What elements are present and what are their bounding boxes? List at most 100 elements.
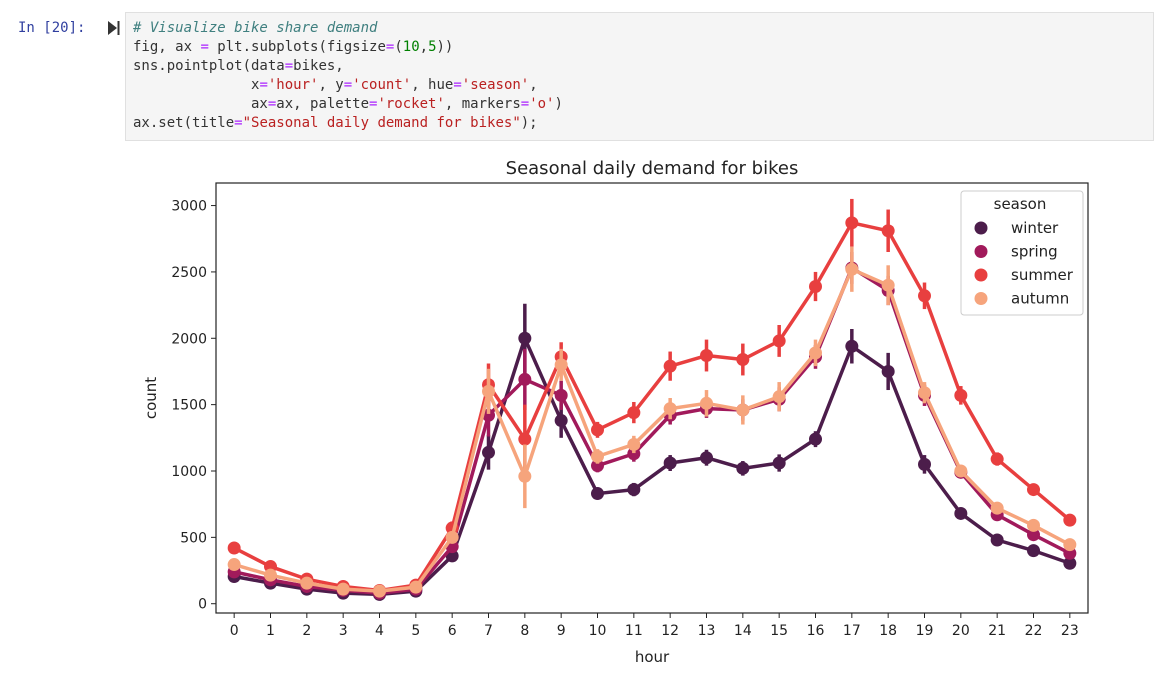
- data-point: [336, 582, 350, 596]
- data-point: [1027, 483, 1040, 497]
- code-token: ax, palette: [276, 96, 370, 112]
- data-point: [881, 278, 895, 292]
- code-token: sns.pointplot(data: [133, 58, 285, 74]
- data-point: [700, 396, 713, 410]
- code-token: ,: [529, 77, 538, 93]
- data-point: [1027, 544, 1040, 558]
- data-point: [845, 262, 859, 276]
- series-winter: [227, 303, 1077, 601]
- data-point: [591, 449, 604, 463]
- data-point: [227, 541, 241, 555]
- code-token: =: [267, 96, 277, 112]
- code-cell[interactable]: # Visualize bike share demand fig, ax = p…: [125, 12, 1154, 141]
- x-tick-label: 12: [661, 623, 679, 639]
- data-point: [700, 451, 713, 465]
- y-tick-label: 500: [180, 530, 207, 546]
- data-point: [627, 406, 641, 420]
- x-tick-label: 3: [339, 623, 348, 639]
- data-point: [990, 501, 1004, 515]
- legend-marker-winter: [974, 221, 988, 235]
- data-point: [627, 437, 641, 451]
- code-token: )): [436, 39, 454, 55]
- code-line: ax.set(title="Seasonal daily demand for …: [133, 114, 1153, 133]
- legend-marker-spring: [974, 245, 988, 258]
- data-point: [627, 447, 641, 461]
- code-token: 'rocket': [377, 96, 445, 112]
- series-summer: [227, 198, 1077, 597]
- data-point: [772, 334, 786, 348]
- data-point: [1063, 556, 1077, 570]
- data-point: [845, 216, 859, 230]
- data-point: [445, 530, 459, 544]
- legend-label: summer: [1011, 266, 1074, 284]
- legend-label: autumn: [1011, 290, 1069, 308]
- run-cell-icon[interactable]: [108, 20, 120, 36]
- x-tick-label: 18: [879, 623, 897, 639]
- x-tick-label: 0: [230, 623, 239, 639]
- data-point: [1027, 518, 1040, 532]
- code-token: bikes,: [293, 58, 344, 74]
- data-point: [990, 533, 1004, 547]
- data-point: [918, 457, 931, 471]
- y-tick-label: 2500: [171, 265, 207, 281]
- x-tick-label: 8: [520, 623, 529, 639]
- data-point: [881, 364, 895, 378]
- data-point: [954, 388, 968, 402]
- series-line-summer: [233, 221, 1071, 593]
- x-tick-label: 7: [484, 623, 493, 639]
- x-tick-label: 16: [807, 623, 825, 639]
- code-token: x: [133, 77, 260, 93]
- code-token: , markers: [444, 96, 521, 112]
- x-tick-label: 17: [843, 623, 861, 639]
- x-tick-label: 20: [952, 623, 970, 639]
- code-token: ): [554, 96, 563, 112]
- code-token: 'count': [352, 77, 412, 93]
- data-point: [409, 580, 423, 594]
- data-point: [554, 388, 568, 402]
- plot-frame: [215, 182, 1089, 614]
- data-point: [918, 386, 931, 400]
- code-token: 10: [402, 39, 420, 55]
- data-point: [845, 339, 859, 353]
- data-point: [627, 483, 641, 497]
- code-token: fig, ax: [133, 39, 201, 55]
- data-point: [264, 568, 277, 582]
- code-token: ax.set(title: [133, 115, 235, 131]
- code-token: (: [394, 39, 403, 55]
- data-point: [918, 289, 931, 303]
- legend-marker-summer: [974, 268, 988, 282]
- y-tick-label: 2000: [171, 331, 207, 347]
- code-token: , y: [318, 77, 344, 93]
- pointplot-chart: Seasonal daily demand for bikes 05001000…: [142, 158, 1089, 666]
- data-point: [663, 359, 677, 373]
- code-token: =: [259, 77, 268, 93]
- data-point: [482, 408, 495, 422]
- code-token: ax: [133, 96, 268, 112]
- code-token: =: [385, 39, 395, 55]
- data-point: [300, 576, 314, 590]
- data-point: [518, 469, 532, 483]
- series-autumn: [227, 246, 1077, 598]
- code-token: 'o': [529, 96, 555, 112]
- data-point: [482, 445, 495, 459]
- data-point: [663, 456, 677, 470]
- data-point: [954, 506, 968, 520]
- legend-title: season: [994, 195, 1047, 213]
- code-line: x='hour', y='count', hue='season',: [133, 76, 1153, 95]
- code-token: =: [234, 115, 243, 131]
- legend-label: winter: [1011, 219, 1059, 237]
- x-tick-label: 13: [698, 623, 716, 639]
- data-point: [518, 432, 532, 446]
- data-point: [518, 372, 532, 386]
- data-point: [518, 331, 532, 345]
- x-tick-label: 5: [411, 623, 420, 639]
- data-point: [1063, 538, 1077, 552]
- chart-title: Seasonal daily demand for bikes: [506, 158, 799, 179]
- data-point: [700, 349, 713, 363]
- x-tick-label: 15: [770, 623, 788, 639]
- legend-label: spring: [1011, 243, 1058, 261]
- data-point: [663, 402, 677, 416]
- data-point: [227, 558, 241, 572]
- data-point: [736, 403, 750, 417]
- data-point: [591, 459, 604, 473]
